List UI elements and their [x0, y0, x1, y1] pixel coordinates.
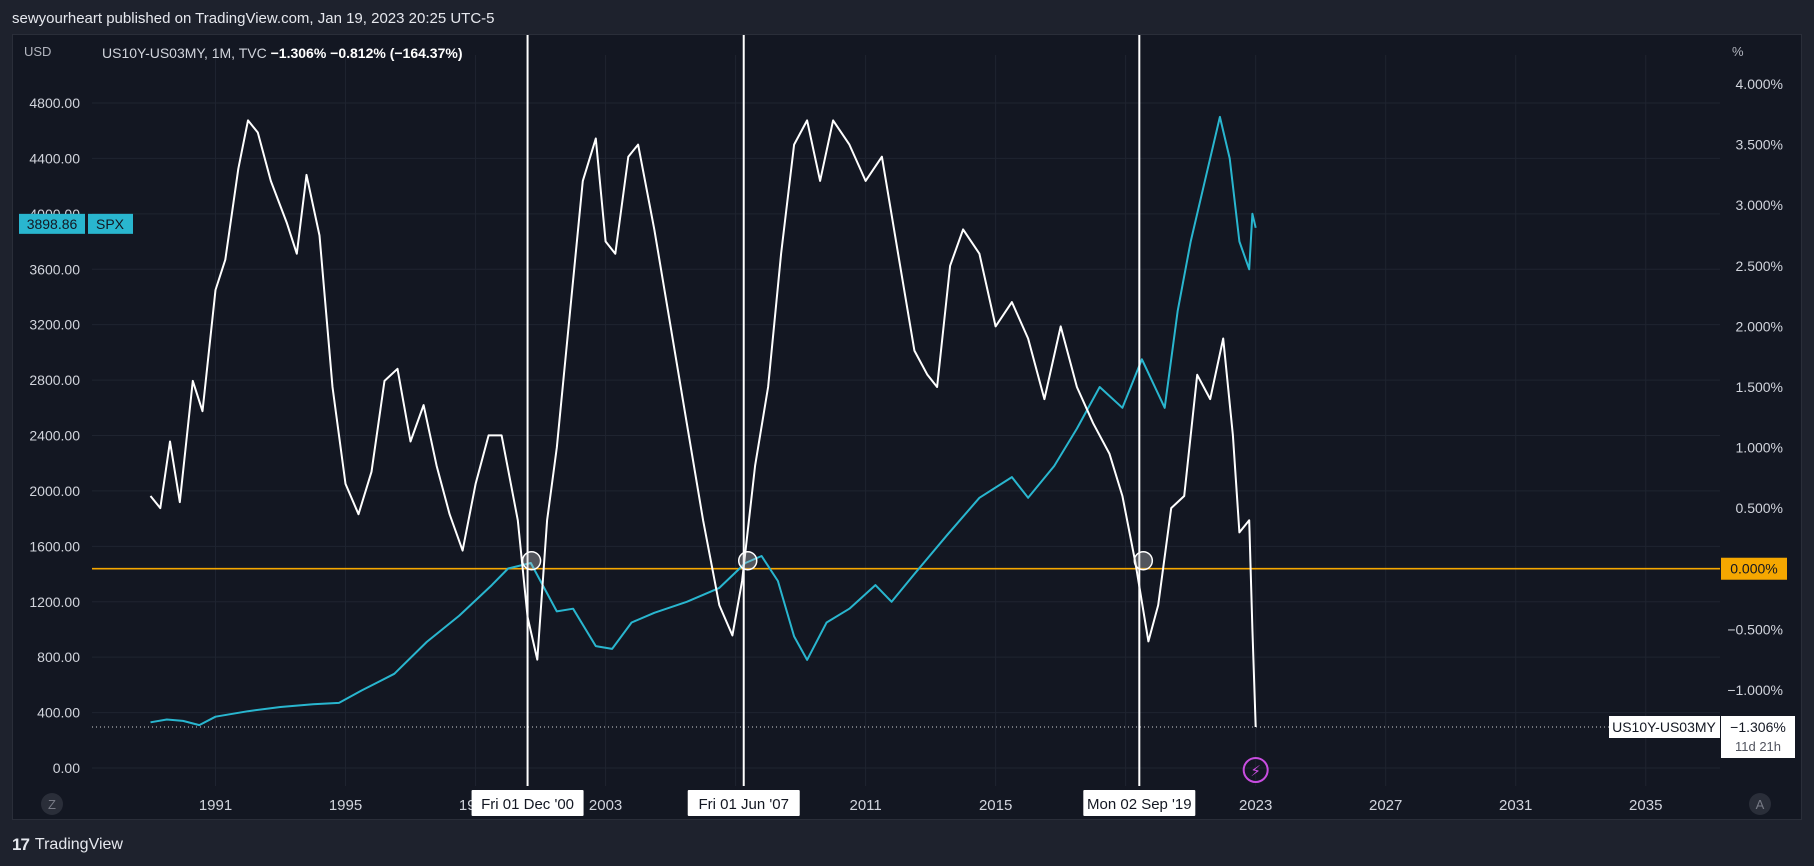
zoom-button-z-label: Z: [48, 797, 56, 812]
right-axis-tick-label: 4.000%: [1736, 76, 1783, 92]
spread-symbol-label: US10Y-US03MY: [1612, 719, 1716, 735]
spread-value-tag: [1721, 716, 1795, 758]
x-axis-tick-label: 2011: [849, 797, 881, 814]
right-axis-tick-label: 3.500%: [1736, 137, 1783, 153]
left-axis-tick-label: 2000.00: [29, 483, 80, 499]
spx-symbol-tag: [88, 213, 133, 234]
legend-change: −0.812% (−164.37%): [330, 45, 462, 61]
left-axis-tick-label: 800.00: [37, 649, 80, 665]
spread-symbol-tag: [1609, 716, 1720, 738]
right-axis-tick-label: 3.000%: [1736, 197, 1783, 213]
x-axis-tick-label: 2035: [1629, 797, 1662, 814]
marker-date-label: Fri 01 Jun '07: [699, 796, 789, 813]
marker-date-label: Fri 01 Dec '00: [481, 796, 574, 813]
spread-value-label: −1.306%: [1730, 719, 1786, 735]
right-axis-tick-label: −1.000%: [1727, 682, 1783, 698]
zero-value-tag: [1721, 557, 1787, 580]
marker-date-box: [687, 790, 800, 816]
left-axis-tick-label: 1200.00: [29, 594, 80, 610]
footer: 17 TradingView: [0, 824, 1814, 866]
spx-price-tag: [19, 213, 85, 234]
right-axis-tick-label: −0.500%: [1727, 621, 1783, 637]
spread-series-line[interactable]: [149, 119, 1257, 728]
spread-countdown-label: 11d 21h: [1735, 739, 1781, 754]
x-axis-tick-label: 2027: [1369, 797, 1402, 814]
footer-brand[interactable]: TradingView: [34, 836, 123, 853]
x-axis-tick-label: 2003: [589, 797, 622, 814]
marker-date-box: [471, 790, 584, 816]
chart-frame[interactable]: [12, 34, 1802, 820]
auto-scale-button-a-label: A: [1756, 797, 1765, 812]
spx-price-value: 3898.86: [27, 216, 78, 232]
left-axis-tick-label: 3600.00: [29, 261, 80, 277]
legend: US10Y-US03MY, 1M, TVC −1.306% −0.812% (−…: [102, 45, 463, 61]
tradingview-logo-icon[interactable]: 17: [12, 835, 30, 854]
auto-scale-button-a[interactable]: [1749, 793, 1771, 815]
crossing-circle-marker: [737, 550, 758, 571]
left-axis-tick-label: 2400.00: [29, 428, 80, 444]
publisher-header: sewyourheart published on TradingView.co…: [0, 0, 1814, 36]
right-axis-unit: %: [1732, 44, 1744, 59]
left-axis-unit: USD: [24, 44, 51, 59]
crossing-circle-marker: [1133, 550, 1154, 571]
right-axis-tick-label: 1.000%: [1736, 440, 1783, 456]
crossing-circle-marker: [521, 550, 542, 571]
left-axis-tick-label: 2800.00: [29, 372, 80, 388]
left-axis-tick-label: 0.00: [53, 760, 80, 776]
left-axis-tick-label: 1600.00: [29, 538, 80, 554]
legend-value: −1.306%: [271, 45, 331, 61]
left-axis-tick-label: 4800.00: [29, 95, 80, 111]
x-axis-tick-label: 2023: [1239, 797, 1272, 814]
right-axis-tick-label: 2.000%: [1736, 318, 1783, 334]
x-axis-tick-label: 1995: [329, 797, 362, 814]
zoom-button-z[interactable]: [41, 793, 63, 815]
right-axis-tick-label: 2.500%: [1736, 258, 1783, 274]
publisher-text: sewyourheart published on TradingView.co…: [12, 9, 495, 27]
x-axis-tick-label: 1991: [199, 797, 232, 814]
lightning-glyph: ⚡: [1250, 763, 1261, 780]
marker-date-box: [1083, 790, 1196, 816]
x-axis-tick-label: 2015: [979, 797, 1012, 814]
x-axis-tick-label: 2031: [1499, 797, 1532, 814]
left-axis-tick-label: 4400.00: [29, 150, 80, 166]
right-axis-tick-label: 1.500%: [1736, 379, 1783, 395]
spx-symbol-label: SPX: [96, 216, 125, 232]
legend-symbol[interactable]: US10Y-US03MY, 1M, TVC: [102, 45, 271, 61]
marker-date-label: Mon 02 Sep '19: [1087, 796, 1192, 813]
zero-value-label: 0.000%: [1730, 561, 1777, 577]
right-axis-tick-label: 0.500%: [1736, 500, 1783, 516]
event-lightning-icon[interactable]: [1242, 757, 1269, 783]
left-axis-tick-label: 3200.00: [29, 317, 80, 333]
spx-series-line[interactable]: [150, 115, 1257, 727]
left-axis-tick-label: 400.00: [37, 705, 80, 721]
